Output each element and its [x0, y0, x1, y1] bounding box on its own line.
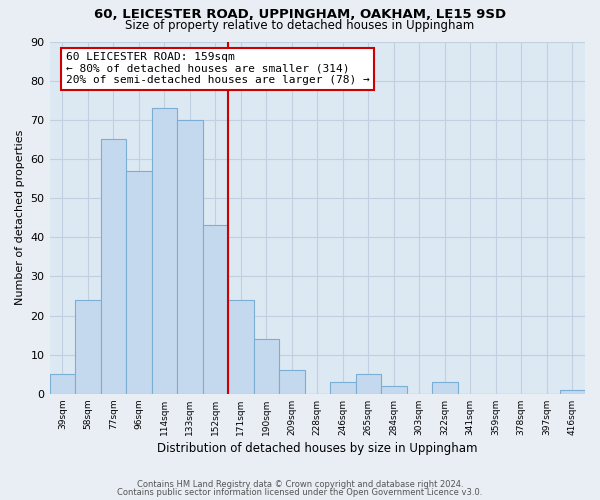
Bar [330, 382, 356, 394]
Bar [432, 382, 458, 394]
Text: Contains public sector information licensed under the Open Government Licence v3: Contains public sector information licen… [118, 488, 482, 497]
Bar [254, 339, 279, 394]
Bar [228, 300, 254, 394]
Y-axis label: Number of detached properties: Number of detached properties [15, 130, 25, 306]
Bar [177, 120, 203, 394]
Text: Size of property relative to detached houses in Uppingham: Size of property relative to detached ho… [125, 19, 475, 32]
Bar [381, 386, 407, 394]
Bar [279, 370, 305, 394]
Bar [126, 170, 152, 394]
Text: 60, LEICESTER ROAD, UPPINGHAM, OAKHAM, LE15 9SD: 60, LEICESTER ROAD, UPPINGHAM, OAKHAM, L… [94, 8, 506, 20]
Bar [560, 390, 585, 394]
Bar [203, 226, 228, 394]
Text: Contains HM Land Registry data © Crown copyright and database right 2024.: Contains HM Land Registry data © Crown c… [137, 480, 463, 489]
Bar [75, 300, 101, 394]
Bar [152, 108, 177, 394]
X-axis label: Distribution of detached houses by size in Uppingham: Distribution of detached houses by size … [157, 442, 478, 455]
Text: 60 LEICESTER ROAD: 159sqm
← 80% of detached houses are smaller (314)
20% of semi: 60 LEICESTER ROAD: 159sqm ← 80% of detac… [65, 52, 370, 86]
Bar [50, 374, 75, 394]
Bar [101, 140, 126, 394]
Bar [356, 374, 381, 394]
